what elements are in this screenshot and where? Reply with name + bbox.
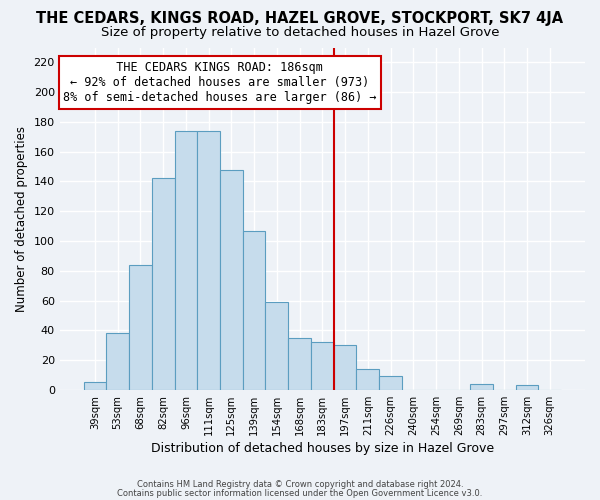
Bar: [152, 178, 175, 390]
Bar: [220, 170, 243, 390]
Text: Contains public sector information licensed under the Open Government Licence v3: Contains public sector information licen…: [118, 488, 482, 498]
X-axis label: Distribution of detached houses by size in Hazel Grove: Distribution of detached houses by size …: [151, 442, 494, 455]
Bar: [83, 382, 106, 390]
Bar: [265, 302, 288, 390]
Bar: [515, 386, 538, 390]
Bar: [175, 131, 197, 390]
Bar: [379, 376, 402, 390]
Bar: [288, 338, 311, 390]
Bar: [470, 384, 493, 390]
Text: Contains HM Land Registry data © Crown copyright and database right 2024.: Contains HM Land Registry data © Crown c…: [137, 480, 463, 489]
Bar: [356, 369, 379, 390]
Bar: [243, 230, 265, 390]
Text: THE CEDARS, KINGS ROAD, HAZEL GROVE, STOCKPORT, SK7 4JA: THE CEDARS, KINGS ROAD, HAZEL GROVE, STO…: [37, 11, 563, 26]
Text: Size of property relative to detached houses in Hazel Grove: Size of property relative to detached ho…: [101, 26, 499, 39]
Text: THE CEDARS KINGS ROAD: 186sqm  
← 92% of detached houses are smaller (973)
8% of: THE CEDARS KINGS ROAD: 186sqm ← 92% of d…: [63, 61, 377, 104]
Bar: [106, 334, 129, 390]
Bar: [129, 265, 152, 390]
Bar: [311, 342, 334, 390]
Bar: [197, 131, 220, 390]
Y-axis label: Number of detached properties: Number of detached properties: [15, 126, 28, 312]
Bar: [334, 345, 356, 390]
